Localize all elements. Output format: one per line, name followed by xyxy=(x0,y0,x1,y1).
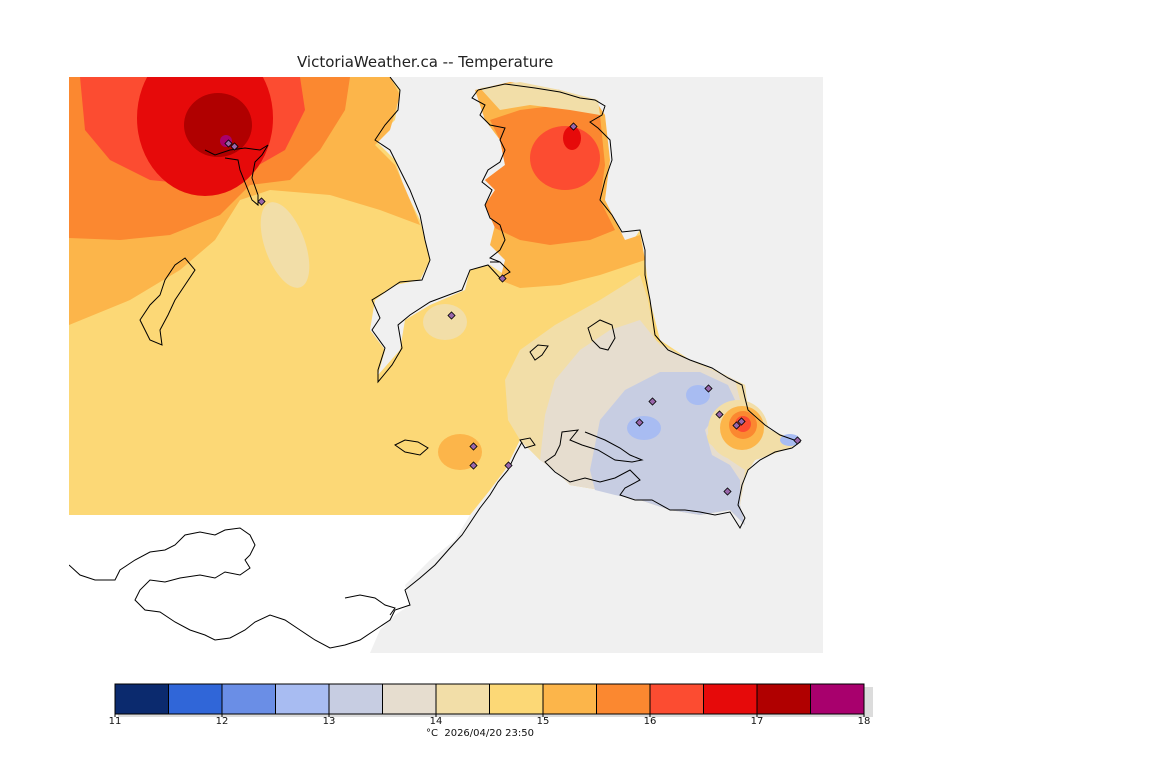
temperature-band-13-spot-a xyxy=(627,416,661,440)
coastline-island-center-b xyxy=(529,344,549,361)
station-marker xyxy=(793,436,802,445)
colorbar-swatch xyxy=(810,683,865,715)
colorbar-swatch xyxy=(435,683,490,715)
station-marker xyxy=(569,122,578,131)
unit-label: °C xyxy=(426,728,438,739)
timestamp: °C 2026/04/20 23:50 xyxy=(426,728,534,739)
coastline-island-se-small xyxy=(519,437,536,449)
colorbar-tick-label: 11 xyxy=(108,716,122,727)
temperature-band-13-spot-b xyxy=(686,385,710,405)
colorbar-swatch xyxy=(168,683,223,715)
station-marker xyxy=(704,384,713,393)
coastlines xyxy=(69,77,802,649)
coastline-inlet-west xyxy=(139,257,196,346)
temperature-band-14-5-spot-west xyxy=(260,202,310,288)
station-marker xyxy=(723,487,732,496)
temperature-band-17-5 xyxy=(184,93,252,157)
colorbar-swatch xyxy=(114,683,169,715)
colorbar-tick-label: 12 xyxy=(215,716,229,727)
station-marker xyxy=(469,461,478,470)
coastline-olympic xyxy=(69,441,523,649)
colorbar-swatch xyxy=(703,683,758,715)
station-marker xyxy=(635,418,644,427)
station-marker xyxy=(715,410,724,419)
temperature-band-14-5-spot-center xyxy=(423,304,467,340)
station-markers xyxy=(224,122,802,496)
station-marker xyxy=(224,139,233,148)
coastline-ne-peninsula-west xyxy=(471,89,506,263)
station-marker xyxy=(504,461,513,470)
colorbar-swatch xyxy=(649,683,704,715)
coastline-island-center-c xyxy=(587,319,616,351)
colorbar-tick-label: 14 xyxy=(429,716,443,727)
temperature-band-13-5-se xyxy=(590,372,745,525)
temperature-band-17-ne xyxy=(563,126,581,150)
station-marker xyxy=(732,421,741,430)
coastline-island-center-a xyxy=(394,439,429,456)
colorbar-swatch xyxy=(221,683,276,715)
colorbar-swatch xyxy=(542,683,597,715)
coastline-ne-peninsula xyxy=(477,83,802,530)
colorbar-swatch xyxy=(328,683,383,715)
colorbar-swatch xyxy=(489,683,544,715)
colorbar-tick-label: 16 xyxy=(643,716,657,727)
station-marker xyxy=(469,442,478,451)
temperature-band-15-5-spot-center xyxy=(438,434,482,470)
station-marker xyxy=(648,397,657,406)
coastline-river-north xyxy=(204,144,269,207)
station-marker xyxy=(498,274,507,283)
coastline-olympic-bay xyxy=(344,594,396,616)
colorbar-swatch xyxy=(596,683,651,715)
colorbar-swatch xyxy=(382,683,437,715)
colorbar-tick-label: 15 xyxy=(536,716,550,727)
station-marker xyxy=(257,197,266,206)
coastline-main-island xyxy=(371,77,511,384)
map-title: VictoriaWeather.ca -- Temperature xyxy=(297,53,554,71)
colorbar-tick-label: 17 xyxy=(750,716,764,727)
temperature-band-15-ne-top xyxy=(480,82,600,115)
colorbar xyxy=(114,683,873,717)
station-marker xyxy=(230,142,239,151)
temperature-band-16-5-ne xyxy=(530,126,600,190)
station-marker xyxy=(447,311,456,320)
colorbar-swatch xyxy=(756,683,811,715)
station-marker xyxy=(737,417,746,426)
colorbar-tick-label: 13 xyxy=(322,716,336,727)
colorbar-tick-label: 18 xyxy=(857,716,871,727)
colorbar-swatch xyxy=(275,683,330,715)
datetime-label: 2026/04/20 23:50 xyxy=(444,728,534,739)
